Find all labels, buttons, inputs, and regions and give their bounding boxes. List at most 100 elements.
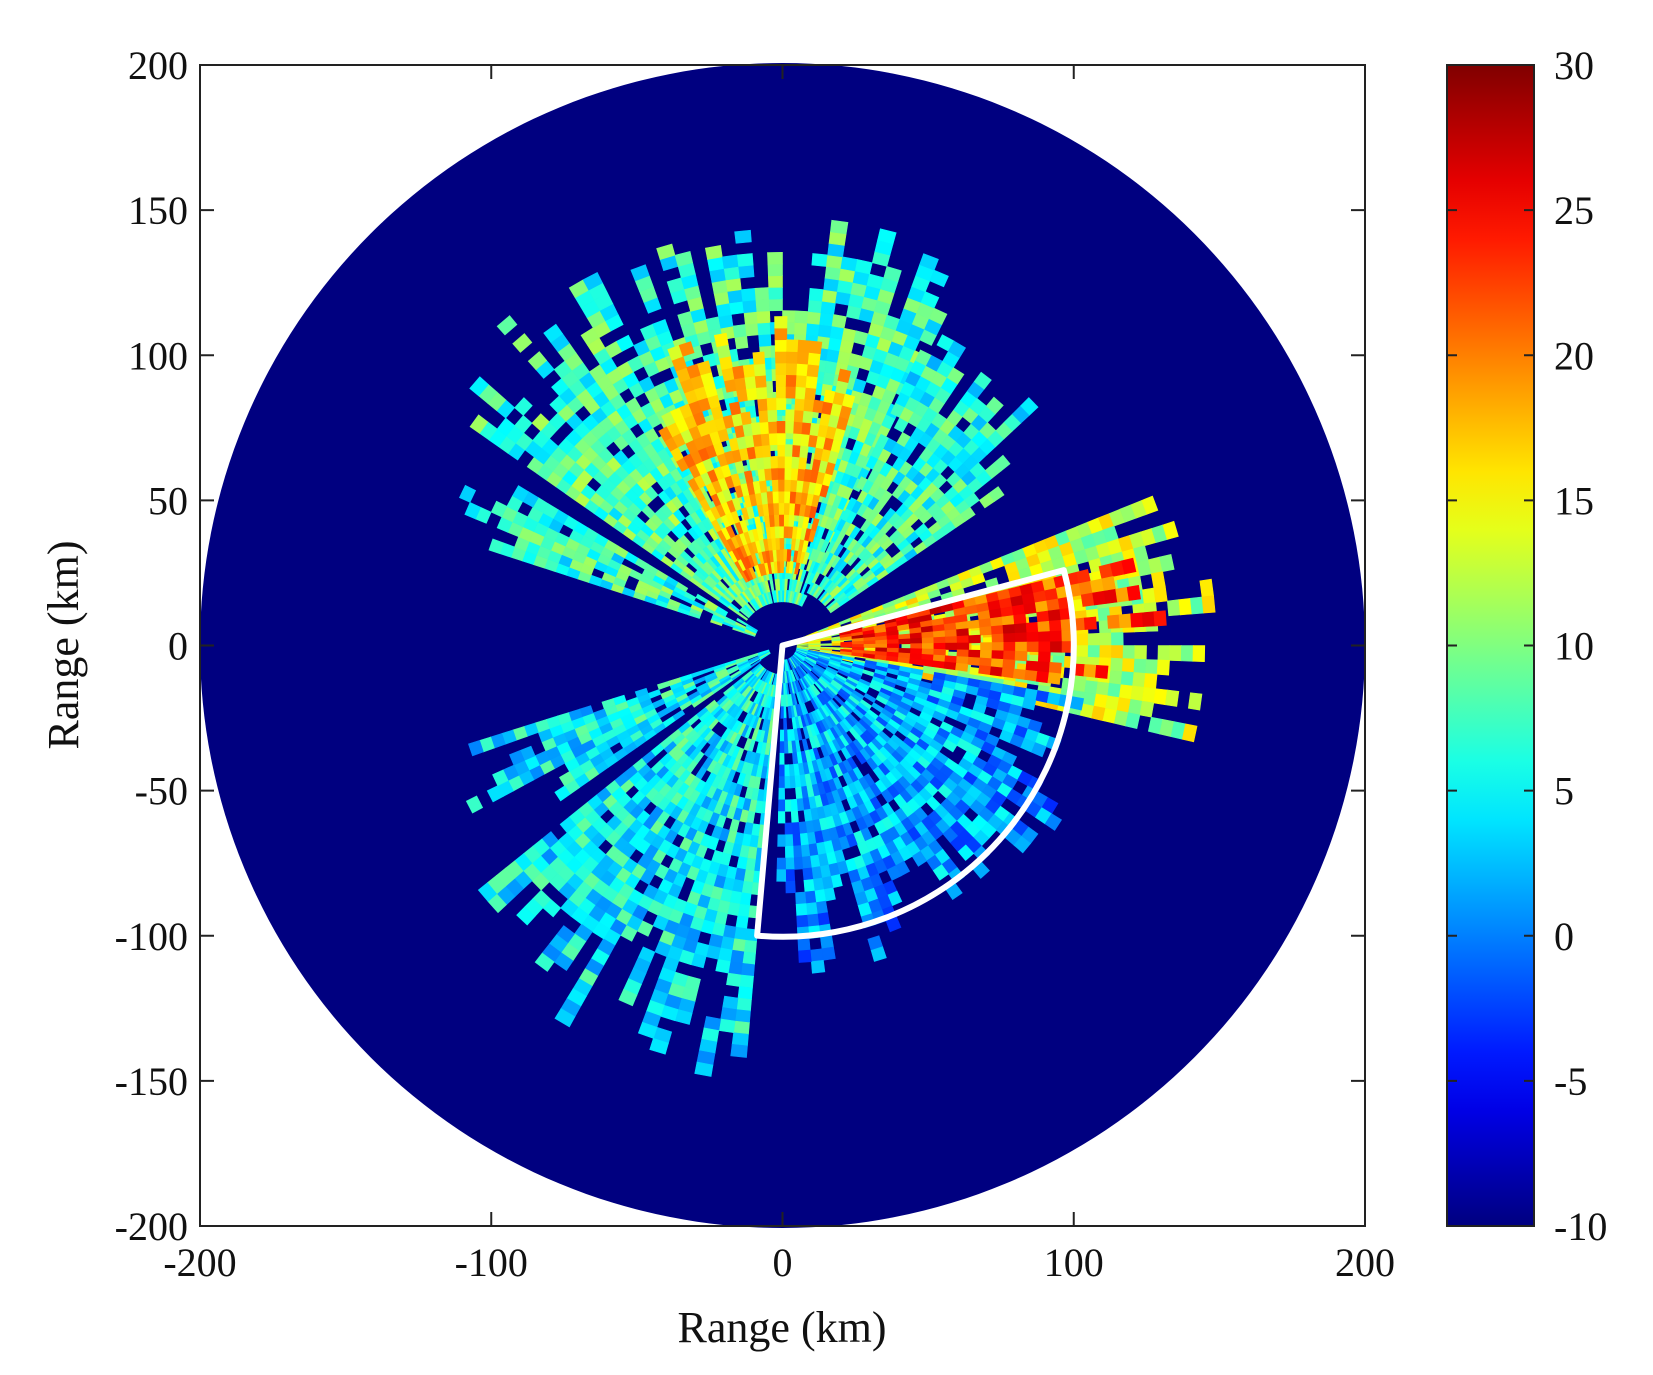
echo-cell (920, 291, 940, 309)
echo-cell (774, 316, 788, 329)
echo-cell (1084, 680, 1099, 695)
echo-cell (776, 869, 787, 882)
echo-cell (736, 617, 749, 627)
echo-cell (786, 339, 799, 353)
echo-cell (778, 776, 785, 789)
echo-cell (1181, 723, 1198, 743)
echo-cell (1099, 645, 1112, 659)
echo-cell (798, 949, 812, 963)
echo-cell (767, 275, 783, 288)
echo-cell (768, 298, 783, 312)
colorbar-tick-label: -10 (1554, 1204, 1607, 1249)
echo-cell (820, 935, 834, 950)
echo-cell (802, 867, 814, 881)
echo-cell (1103, 588, 1118, 604)
echo-cell (1046, 598, 1061, 612)
echo-cell (721, 254, 739, 269)
echo-cell (784, 479, 792, 492)
echo-cell (741, 951, 756, 966)
echo-cell (773, 502, 780, 516)
echo-cell (729, 949, 745, 964)
echo-cell (752, 351, 766, 365)
echo-cell (795, 786, 803, 800)
echo-cell (956, 635, 970, 644)
echo-cell (733, 1020, 750, 1035)
echo-cell (1192, 645, 1206, 663)
echo-cell (1044, 587, 1059, 602)
echo-cell (808, 340, 823, 355)
echo-cell (753, 363, 766, 377)
echo-cell (616, 334, 635, 352)
echo-cell (851, 640, 865, 645)
y-axis-title: Range (km) (39, 541, 88, 750)
echo-cell (713, 332, 729, 348)
echo-region (776, 647, 1085, 974)
echo-cell (910, 637, 923, 645)
echo-cell (1153, 585, 1168, 603)
echo-cell (1026, 641, 1040, 653)
echo-cell (750, 422, 762, 436)
echo-cell (810, 959, 826, 974)
echo-cell (761, 444, 771, 458)
echo-cell (990, 658, 1004, 669)
x-tick-label: 200 (1335, 1240, 1395, 1285)
echo-cell (1038, 641, 1051, 653)
echo-cell (1003, 632, 1016, 643)
echo-cell (1141, 611, 1156, 627)
echo-cell (695, 593, 709, 604)
echo-layer (458, 219, 1216, 1077)
echo-cell (767, 409, 778, 423)
echo-cell (811, 253, 829, 267)
echo-cell (774, 525, 781, 539)
echo-cell (993, 454, 1011, 472)
echo-region (806, 334, 1039, 614)
echo-cell (945, 636, 958, 644)
echo-region (458, 484, 759, 637)
echo-cell (960, 506, 976, 522)
echo-cell (990, 625, 1004, 635)
echo-cell (780, 589, 783, 603)
x-axis-title: Range (km) (678, 1303, 887, 1352)
echo-cell (943, 661, 957, 671)
echo-cell (1050, 641, 1063, 653)
echo-cell (979, 657, 993, 668)
echo-cell (760, 432, 771, 446)
echo-cell (932, 630, 946, 638)
y-tick-label: -150 (115, 1059, 188, 1104)
colorbar-tick-label: 10 (1554, 624, 1594, 669)
echo-cell (1190, 596, 1204, 615)
echo-cell (898, 638, 911, 645)
echo-cell (956, 642, 970, 651)
echo-cell (1072, 678, 1087, 693)
echo-cell (718, 1018, 736, 1034)
echo-cell (777, 811, 786, 824)
echo-cell (784, 834, 794, 847)
echo-cell (768, 286, 783, 300)
echo-cell (978, 665, 992, 676)
echo-cell (775, 537, 781, 550)
echo-cell (490, 500, 508, 518)
echo-cell (1120, 671, 1135, 687)
echo-cell (798, 821, 808, 835)
echo-cell (458, 484, 477, 503)
echo-cell (1150, 571, 1166, 589)
echo-cell (1095, 664, 1109, 679)
echo-cell (774, 351, 787, 364)
echo-cell (1001, 615, 1015, 626)
echo-cell (795, 374, 808, 388)
echo-cell (1121, 658, 1136, 673)
echo-cell (582, 271, 603, 291)
echo-cell (1000, 606, 1014, 618)
echo-cell (1080, 592, 1095, 607)
echo-cell (744, 375, 757, 390)
echo-cell (819, 643, 833, 646)
y-tick-label: 150 (128, 188, 188, 233)
echo-cell (776, 420, 786, 434)
echo-cell (1110, 657, 1124, 672)
echo-cell (784, 822, 793, 836)
echo-cell (1109, 670, 1123, 686)
echo-cell (1048, 661, 1062, 675)
echo-cell (1157, 645, 1171, 661)
echo-cell (1049, 630, 1063, 643)
echo-cell (785, 409, 796, 422)
